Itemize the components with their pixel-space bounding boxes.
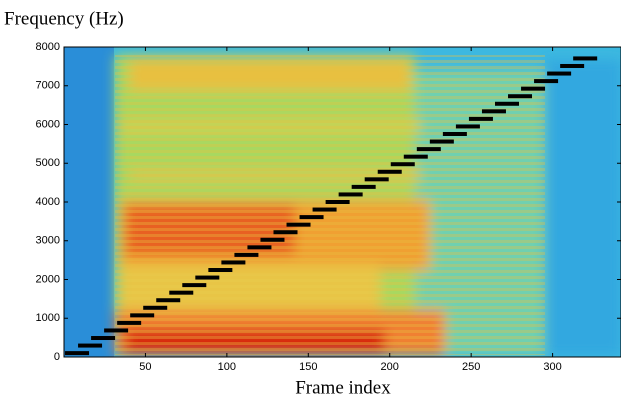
y-axis-title: Frequency (Hz) — [4, 8, 124, 29]
pitch-dash — [560, 63, 585, 68]
y-tick-label: 6000 — [36, 118, 60, 130]
pitch-dash — [338, 192, 363, 197]
x-tick-label: 100 — [218, 361, 236, 373]
x-tick-label: 150 — [299, 361, 317, 373]
pitch-dash — [117, 320, 142, 325]
pitch-dash — [534, 79, 559, 84]
pitch-dash — [429, 139, 454, 144]
pitch-dash — [416, 147, 441, 152]
pitch-dash — [208, 268, 233, 273]
pitch-dash — [247, 245, 272, 250]
pitch-dash — [481, 109, 506, 114]
pitch-dash — [377, 169, 402, 174]
pitch-dash — [521, 86, 546, 91]
y-tick-label: 8000 — [36, 41, 60, 53]
x-tick-label: 200 — [381, 361, 399, 373]
pitch-dash — [547, 71, 572, 76]
y-tick-label: 0 — [54, 351, 60, 363]
pitch-dash — [273, 230, 298, 235]
pitch-dash — [234, 252, 259, 257]
pitch-dash — [573, 56, 598, 61]
pitch-dash — [390, 162, 415, 167]
y-tick-label: 3000 — [36, 235, 60, 247]
x-tick-label: 50 — [139, 361, 151, 373]
pitch-dash — [494, 101, 519, 106]
pitch-dash — [364, 177, 389, 182]
pitch-dash — [403, 154, 428, 159]
pitch-dash — [156, 298, 181, 303]
pitch-dash — [299, 215, 324, 220]
y-tick-label: 1000 — [36, 312, 60, 324]
pitch-dash — [130, 313, 155, 318]
pitch-dash — [286, 222, 311, 227]
x-axis-title: Frame index — [295, 377, 391, 398]
pitch-dash — [195, 275, 220, 280]
pitch-dash — [143, 305, 168, 310]
pitch-dash — [468, 116, 493, 121]
pitch-dash — [221, 260, 246, 265]
pitch-dash — [182, 283, 207, 288]
pitch-dash — [78, 343, 103, 348]
y-tick-label: 5000 — [36, 157, 60, 169]
y-tick-label: 4000 — [36, 196, 60, 208]
pitch-dash — [104, 328, 129, 333]
y-tick-label: 2000 — [36, 273, 60, 285]
x-tick-label: 300 — [543, 361, 561, 373]
pitch-dash — [351, 184, 376, 189]
pitch-dash — [442, 131, 467, 136]
pitch-dash — [312, 207, 337, 212]
x-tick-label: 250 — [462, 361, 480, 373]
pitch-dash — [325, 200, 350, 204]
pitch-dash — [91, 336, 116, 341]
y-tick-label: 7000 — [36, 80, 60, 92]
pitch-dash — [169, 290, 194, 295]
pitch-dash — [65, 351, 90, 356]
pitch-dash — [455, 124, 480, 129]
pitch-dash — [508, 94, 533, 99]
pitch-dash — [260, 237, 285, 242]
